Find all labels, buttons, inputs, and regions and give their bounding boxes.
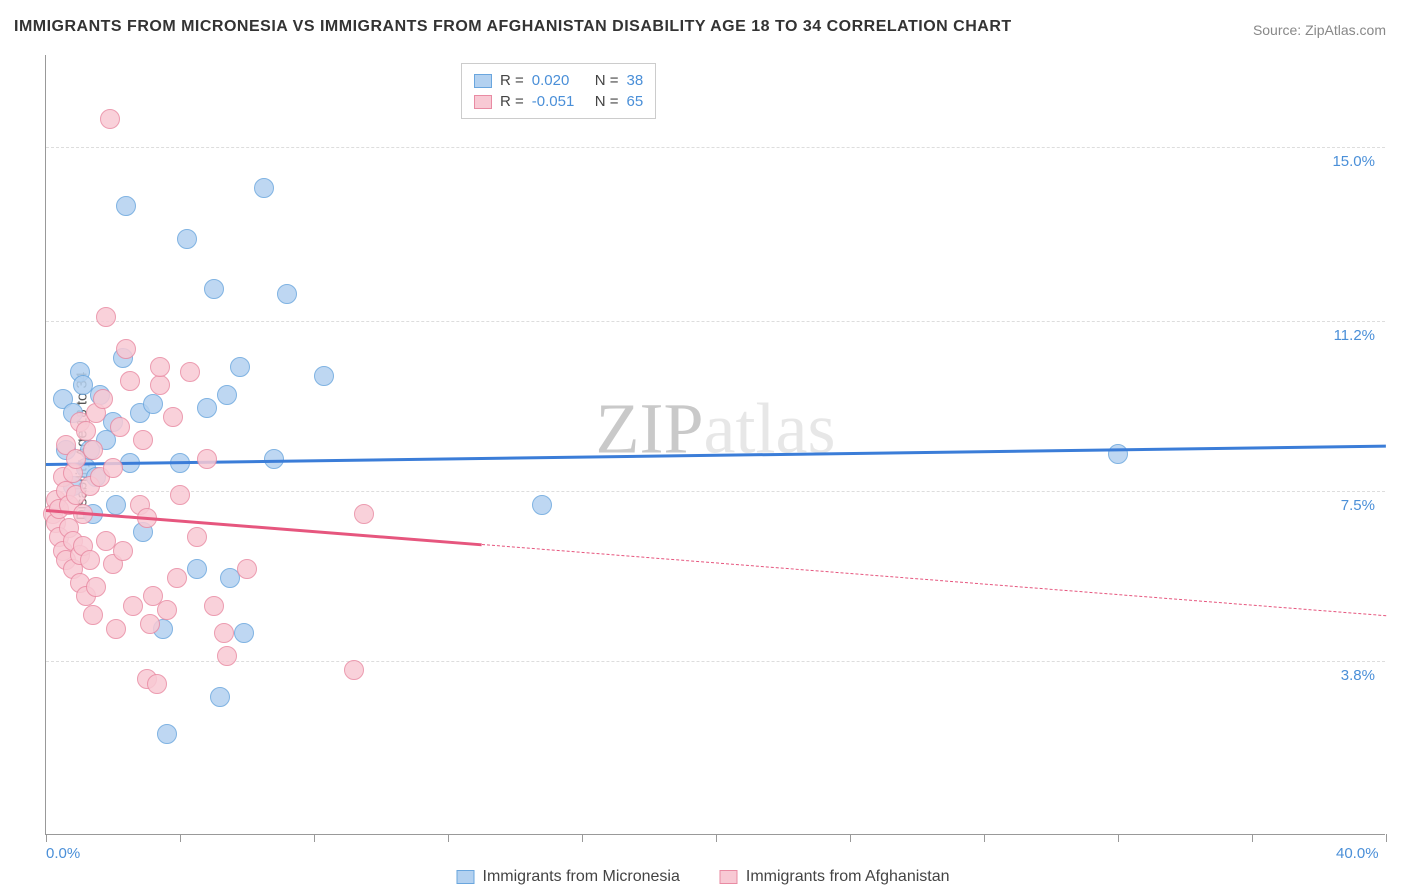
x-tick-label: 40.0% bbox=[1336, 845, 1379, 862]
gridline bbox=[46, 491, 1385, 492]
data-point-afghanistan bbox=[150, 375, 170, 395]
data-point-micronesia bbox=[177, 229, 197, 249]
data-point-micronesia bbox=[187, 559, 207, 579]
data-point-afghanistan bbox=[163, 407, 183, 427]
x-tick bbox=[448, 834, 449, 842]
x-tick-label: 0.0% bbox=[46, 845, 80, 862]
data-point-afghanistan bbox=[120, 371, 140, 391]
legend-label: Immigrants from Micronesia bbox=[482, 868, 679, 886]
watermark: ZIPatlas bbox=[596, 387, 836, 470]
x-tick bbox=[1252, 834, 1253, 842]
n-value: 38 bbox=[627, 72, 644, 89]
x-tick bbox=[582, 834, 583, 842]
data-point-micronesia bbox=[314, 366, 334, 386]
data-point-micronesia bbox=[210, 687, 230, 707]
data-point-afghanistan bbox=[170, 485, 190, 505]
data-point-afghanistan bbox=[103, 458, 123, 478]
data-point-afghanistan bbox=[140, 614, 160, 634]
data-point-micronesia bbox=[532, 495, 552, 515]
x-tick bbox=[716, 834, 717, 842]
data-point-afghanistan bbox=[237, 559, 257, 579]
gridline bbox=[46, 147, 1385, 148]
n-value: 65 bbox=[627, 93, 644, 110]
r-value: 0.020 bbox=[532, 72, 587, 89]
data-point-afghanistan bbox=[197, 449, 217, 469]
data-point-afghanistan bbox=[217, 646, 237, 666]
y-tick-label: 3.8% bbox=[1341, 667, 1375, 684]
legend-row: R = -0.051 N = 65 bbox=[474, 91, 643, 112]
data-point-afghanistan bbox=[83, 440, 103, 460]
data-point-afghanistan bbox=[354, 504, 374, 524]
y-tick-label: 11.2% bbox=[1334, 327, 1375, 344]
legend-label: Immigrants from Afghanistan bbox=[746, 868, 950, 886]
data-point-micronesia bbox=[116, 196, 136, 216]
trend-line-micronesia bbox=[46, 445, 1386, 466]
data-point-afghanistan bbox=[106, 619, 126, 639]
data-point-afghanistan bbox=[214, 623, 234, 643]
data-point-afghanistan bbox=[180, 362, 200, 382]
data-point-afghanistan bbox=[76, 421, 96, 441]
legend-swatch bbox=[474, 95, 492, 109]
data-point-afghanistan bbox=[147, 674, 167, 694]
data-point-micronesia bbox=[197, 398, 217, 418]
data-point-afghanistan bbox=[80, 550, 100, 570]
chart-title: IMMIGRANTS FROM MICRONESIA VS IMMIGRANTS… bbox=[14, 18, 1012, 36]
data-point-afghanistan bbox=[86, 577, 106, 597]
data-point-afghanistan bbox=[96, 307, 116, 327]
y-tick-label: 7.5% bbox=[1341, 497, 1375, 514]
data-point-afghanistan bbox=[116, 339, 136, 359]
data-point-micronesia bbox=[217, 385, 237, 405]
data-point-afghanistan bbox=[113, 541, 133, 561]
data-point-afghanistan bbox=[93, 389, 113, 409]
data-point-afghanistan bbox=[100, 109, 120, 129]
x-tick bbox=[984, 834, 985, 842]
legend-swatch bbox=[720, 870, 738, 884]
x-tick bbox=[1118, 834, 1119, 842]
data-point-afghanistan bbox=[123, 596, 143, 616]
bottom-legend: Immigrants from Micronesia Immigrants fro… bbox=[456, 868, 949, 886]
data-point-afghanistan bbox=[204, 596, 224, 616]
data-point-micronesia bbox=[254, 178, 274, 198]
data-point-afghanistan bbox=[167, 568, 187, 588]
data-point-micronesia bbox=[204, 279, 224, 299]
legend-swatch bbox=[474, 74, 492, 88]
r-label: R = bbox=[500, 72, 524, 89]
legend-swatch bbox=[456, 870, 474, 884]
legend-row: R = 0.020 N = 38 bbox=[474, 70, 643, 91]
data-point-micronesia bbox=[264, 449, 284, 469]
n-label: N = bbox=[595, 72, 619, 89]
data-point-afghanistan bbox=[110, 417, 130, 437]
data-point-afghanistan bbox=[150, 357, 170, 377]
data-point-micronesia bbox=[230, 357, 250, 377]
data-point-afghanistan bbox=[83, 605, 103, 625]
data-point-micronesia bbox=[1108, 444, 1128, 464]
x-tick bbox=[46, 834, 47, 842]
r-value: -0.051 bbox=[532, 93, 587, 110]
gridline bbox=[46, 321, 1385, 322]
trend-line-afghanistan bbox=[481, 544, 1386, 616]
scatter-plot: ZIPatlas 3.8%7.5%11.2%15.0%0.0%40.0%R =0… bbox=[45, 55, 1385, 835]
bottom-legend-item: Immigrants from Afghanistan bbox=[720, 868, 950, 886]
data-point-afghanistan bbox=[133, 430, 153, 450]
source-label: Source: ZipAtlas.com bbox=[1253, 22, 1386, 38]
x-tick bbox=[1386, 834, 1387, 842]
data-point-afghanistan bbox=[187, 527, 207, 547]
data-point-micronesia bbox=[143, 394, 163, 414]
x-tick bbox=[850, 834, 851, 842]
data-point-micronesia bbox=[277, 284, 297, 304]
data-point-afghanistan bbox=[157, 600, 177, 620]
x-tick bbox=[314, 834, 315, 842]
r-label: R = bbox=[500, 93, 524, 110]
bottom-legend-item: Immigrants from Micronesia bbox=[456, 868, 679, 886]
gridline bbox=[46, 661, 1385, 662]
y-tick-label: 15.0% bbox=[1332, 153, 1375, 170]
data-point-micronesia bbox=[234, 623, 254, 643]
n-label: N = bbox=[595, 93, 619, 110]
data-point-micronesia bbox=[157, 724, 177, 744]
data-point-micronesia bbox=[106, 495, 126, 515]
x-tick bbox=[180, 834, 181, 842]
stats-legend: R = 0.020 N = 38 R = -0.051 N = 65 bbox=[461, 63, 656, 119]
data-point-afghanistan bbox=[344, 660, 364, 680]
